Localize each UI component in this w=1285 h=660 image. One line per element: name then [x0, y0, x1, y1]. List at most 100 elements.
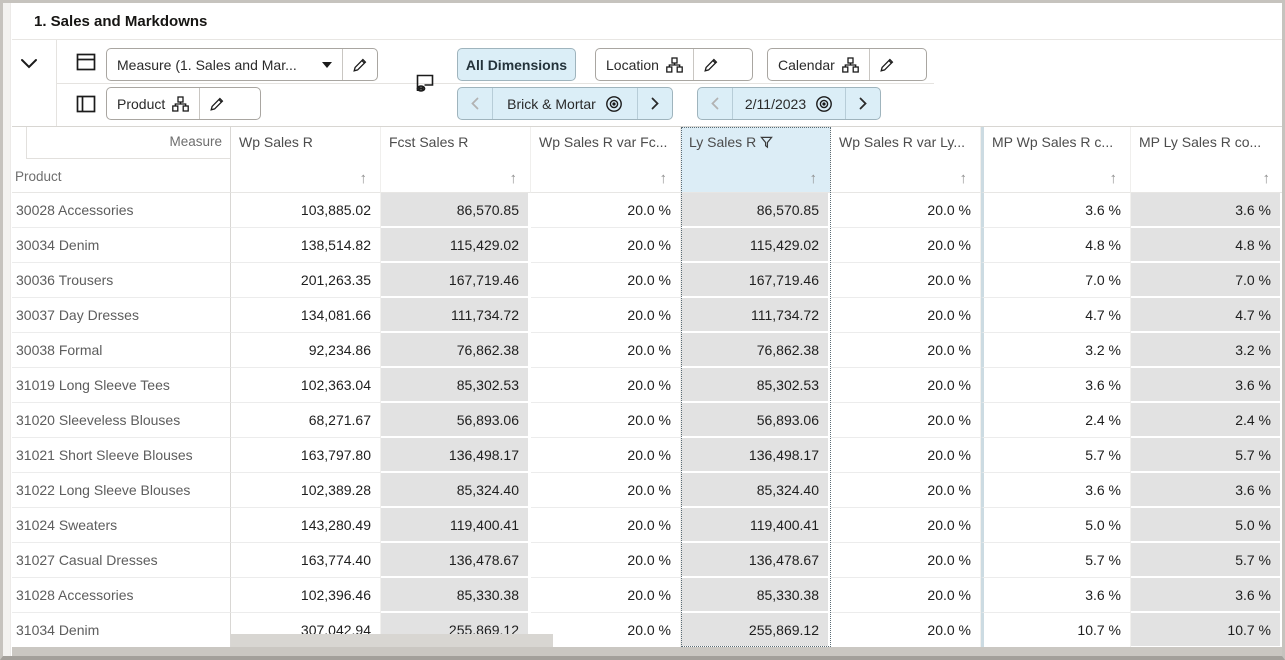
grid-cell[interactable]: 3.6 % [981, 473, 1131, 508]
grid-cell[interactable]: 20.0 % [831, 368, 981, 403]
column-header[interactable]: Ly Sales R ↑ [681, 127, 831, 193]
grid-cell[interactable]: 85,330.38 [681, 578, 831, 613]
grid-cell[interactable]: 5.7 % [1131, 438, 1282, 473]
grid-cell[interactable]: 163,774.40 [231, 543, 381, 578]
sort-ascending-icon[interactable]: ↑ [659, 170, 668, 187]
sort-ascending-icon[interactable]: ↑ [809, 170, 818, 187]
grid-cell[interactable]: 4.8 % [1131, 228, 1282, 263]
previous-location-button[interactable] [458, 88, 492, 119]
location-tile[interactable]: Location [595, 48, 753, 81]
grid-cell[interactable]: 102,389.28 [231, 473, 381, 508]
grid-cell[interactable]: 3.2 % [1131, 333, 1282, 368]
grid-cell[interactable]: 143,280.49 [231, 508, 381, 543]
grid-cell[interactable]: 20.0 % [531, 543, 681, 578]
grid-cell[interactable]: 76,862.38 [381, 333, 531, 368]
calendar-tile[interactable]: Calendar [767, 48, 927, 81]
row-header[interactable]: 30036 Trousers [12, 263, 231, 298]
edit-calendar-button[interactable] [870, 49, 904, 80]
grid-cell[interactable]: 20.0 % [831, 228, 981, 263]
grid-cell[interactable]: 3.6 % [981, 368, 1131, 403]
rows-axis-icon[interactable] [74, 50, 98, 74]
grid-cell[interactable]: 167,719.46 [381, 263, 531, 298]
collapse-panel-button[interactable] [20, 54, 48, 72]
grid-cell[interactable]: 85,302.53 [681, 368, 831, 403]
grid-cell[interactable]: 163,797.80 [231, 438, 381, 473]
grid-cell[interactable]: 20.0 % [831, 298, 981, 333]
grid-cell[interactable]: 20.0 % [831, 578, 981, 613]
columns-axis-icon[interactable] [74, 92, 98, 116]
grid-cell[interactable]: 20.0 % [531, 193, 681, 228]
grid-cell[interactable]: 4.7 % [981, 298, 1131, 333]
all-dimensions-button[interactable]: All Dimensions [457, 48, 576, 81]
grid-cell[interactable]: 56,893.06 [381, 403, 531, 438]
grid-cell[interactable]: 111,734.72 [381, 298, 531, 333]
grid-cell[interactable]: 20.0 % [831, 193, 981, 228]
grid-cell[interactable]: 2.4 % [981, 403, 1131, 438]
grid-cell[interactable]: 138,514.82 [231, 228, 381, 263]
grid-cell[interactable]: 201,263.35 [231, 263, 381, 298]
grid-cell[interactable]: 136,498.17 [381, 438, 531, 473]
row-header[interactable]: 31024 Sweaters [12, 508, 231, 543]
grid-cell[interactable]: 20.0 % [831, 263, 981, 298]
grid-cell[interactable]: 3.6 % [981, 578, 1131, 613]
grid-cell[interactable]: 20.0 % [831, 438, 981, 473]
grid-cell[interactable]: 3.6 % [981, 193, 1131, 228]
row-header[interactable]: 31021 Short Sleeve Blouses [12, 438, 231, 473]
grid-cell[interactable]: 10.7 % [981, 613, 1131, 647]
grid-cell[interactable]: 3.6 % [1131, 368, 1282, 403]
grid-cell[interactable]: 20.0 % [531, 578, 681, 613]
grid-cell[interactable]: 20.0 % [831, 543, 981, 578]
row-header[interactable]: 31020 Sleeveless Blouses [12, 403, 231, 438]
horizontal-scrollbar-thumb[interactable] [231, 634, 553, 647]
grid-cell[interactable]: 3.6 % [1131, 578, 1282, 613]
grid-cell[interactable]: 5.7 % [981, 438, 1131, 473]
grid-cell[interactable]: 4.7 % [1131, 298, 1282, 333]
grid-cell[interactable]: 136,498.17 [681, 438, 831, 473]
grid-cell[interactable]: 136,478.67 [681, 543, 831, 578]
grid-cell[interactable]: 134,081.66 [231, 298, 381, 333]
grid-cell[interactable]: 10.7 % [1131, 613, 1282, 647]
column-header[interactable]: MP Ly Sales R co... ↑ [1131, 127, 1282, 193]
edit-location-button[interactable] [694, 49, 728, 80]
grid-cell[interactable]: 20.0 % [531, 368, 681, 403]
grid-cell[interactable]: 7.0 % [1131, 263, 1282, 298]
grid-cell[interactable]: 103,885.02 [231, 193, 381, 228]
row-header[interactable]: 30038 Formal [12, 333, 231, 368]
grid-cell[interactable]: 85,302.53 [381, 368, 531, 403]
sort-ascending-icon[interactable]: ↑ [359, 170, 368, 187]
page-link-icon[interactable] [413, 71, 437, 95]
grid-cell[interactable]: 20.0 % [831, 473, 981, 508]
sort-ascending-icon[interactable]: ↑ [959, 170, 968, 187]
grid-cell[interactable]: 20.0 % [531, 438, 681, 473]
edit-measure-button[interactable] [343, 49, 377, 80]
grid-cell[interactable]: 20.0 % [531, 333, 681, 368]
grid-cell[interactable]: 7.0 % [981, 263, 1131, 298]
row-header[interactable]: 30028 Accessories [12, 193, 231, 228]
grid-cell[interactable]: 5.7 % [1131, 543, 1282, 578]
grid-cell[interactable]: 86,570.85 [681, 193, 831, 228]
grid-cell[interactable]: 20.0 % [531, 263, 681, 298]
grid-cell[interactable]: 102,363.04 [231, 368, 381, 403]
grid-cell[interactable]: 20.0 % [531, 298, 681, 333]
column-header[interactable]: Wp Sales R var Ly... ↑ [831, 127, 981, 193]
grid-cell[interactable]: 2.4 % [1131, 403, 1282, 438]
sort-ascending-icon[interactable]: ↑ [1109, 170, 1118, 187]
grid-cell[interactable]: 20.0 % [831, 403, 981, 438]
grid-cell[interactable]: 20.0 % [831, 333, 981, 368]
row-header[interactable]: 31034 Denim [12, 613, 231, 647]
next-location-button[interactable] [638, 88, 672, 119]
bullseye-icon[interactable] [605, 95, 623, 113]
product-tile[interactable]: Product [106, 87, 261, 120]
sort-ascending-icon[interactable]: ↑ [1262, 170, 1271, 187]
grid-cell[interactable]: 136,478.67 [381, 543, 531, 578]
grid-cell[interactable]: 4.8 % [981, 228, 1131, 263]
row-header[interactable]: 31022 Long Sleeve Blouses [12, 473, 231, 508]
grid-cell[interactable]: 20.0 % [531, 508, 681, 543]
column-header[interactable]: MP Wp Sales R c... ↑ [981, 127, 1131, 193]
grid-cell[interactable]: 111,734.72 [681, 298, 831, 333]
grid-cell[interactable]: 20.0 % [531, 473, 681, 508]
bullseye-icon[interactable] [815, 95, 833, 113]
row-header[interactable]: 31027 Casual Dresses [12, 543, 231, 578]
row-header[interactable]: 31028 Accessories [12, 578, 231, 613]
grid-cell[interactable]: 56,893.06 [681, 403, 831, 438]
